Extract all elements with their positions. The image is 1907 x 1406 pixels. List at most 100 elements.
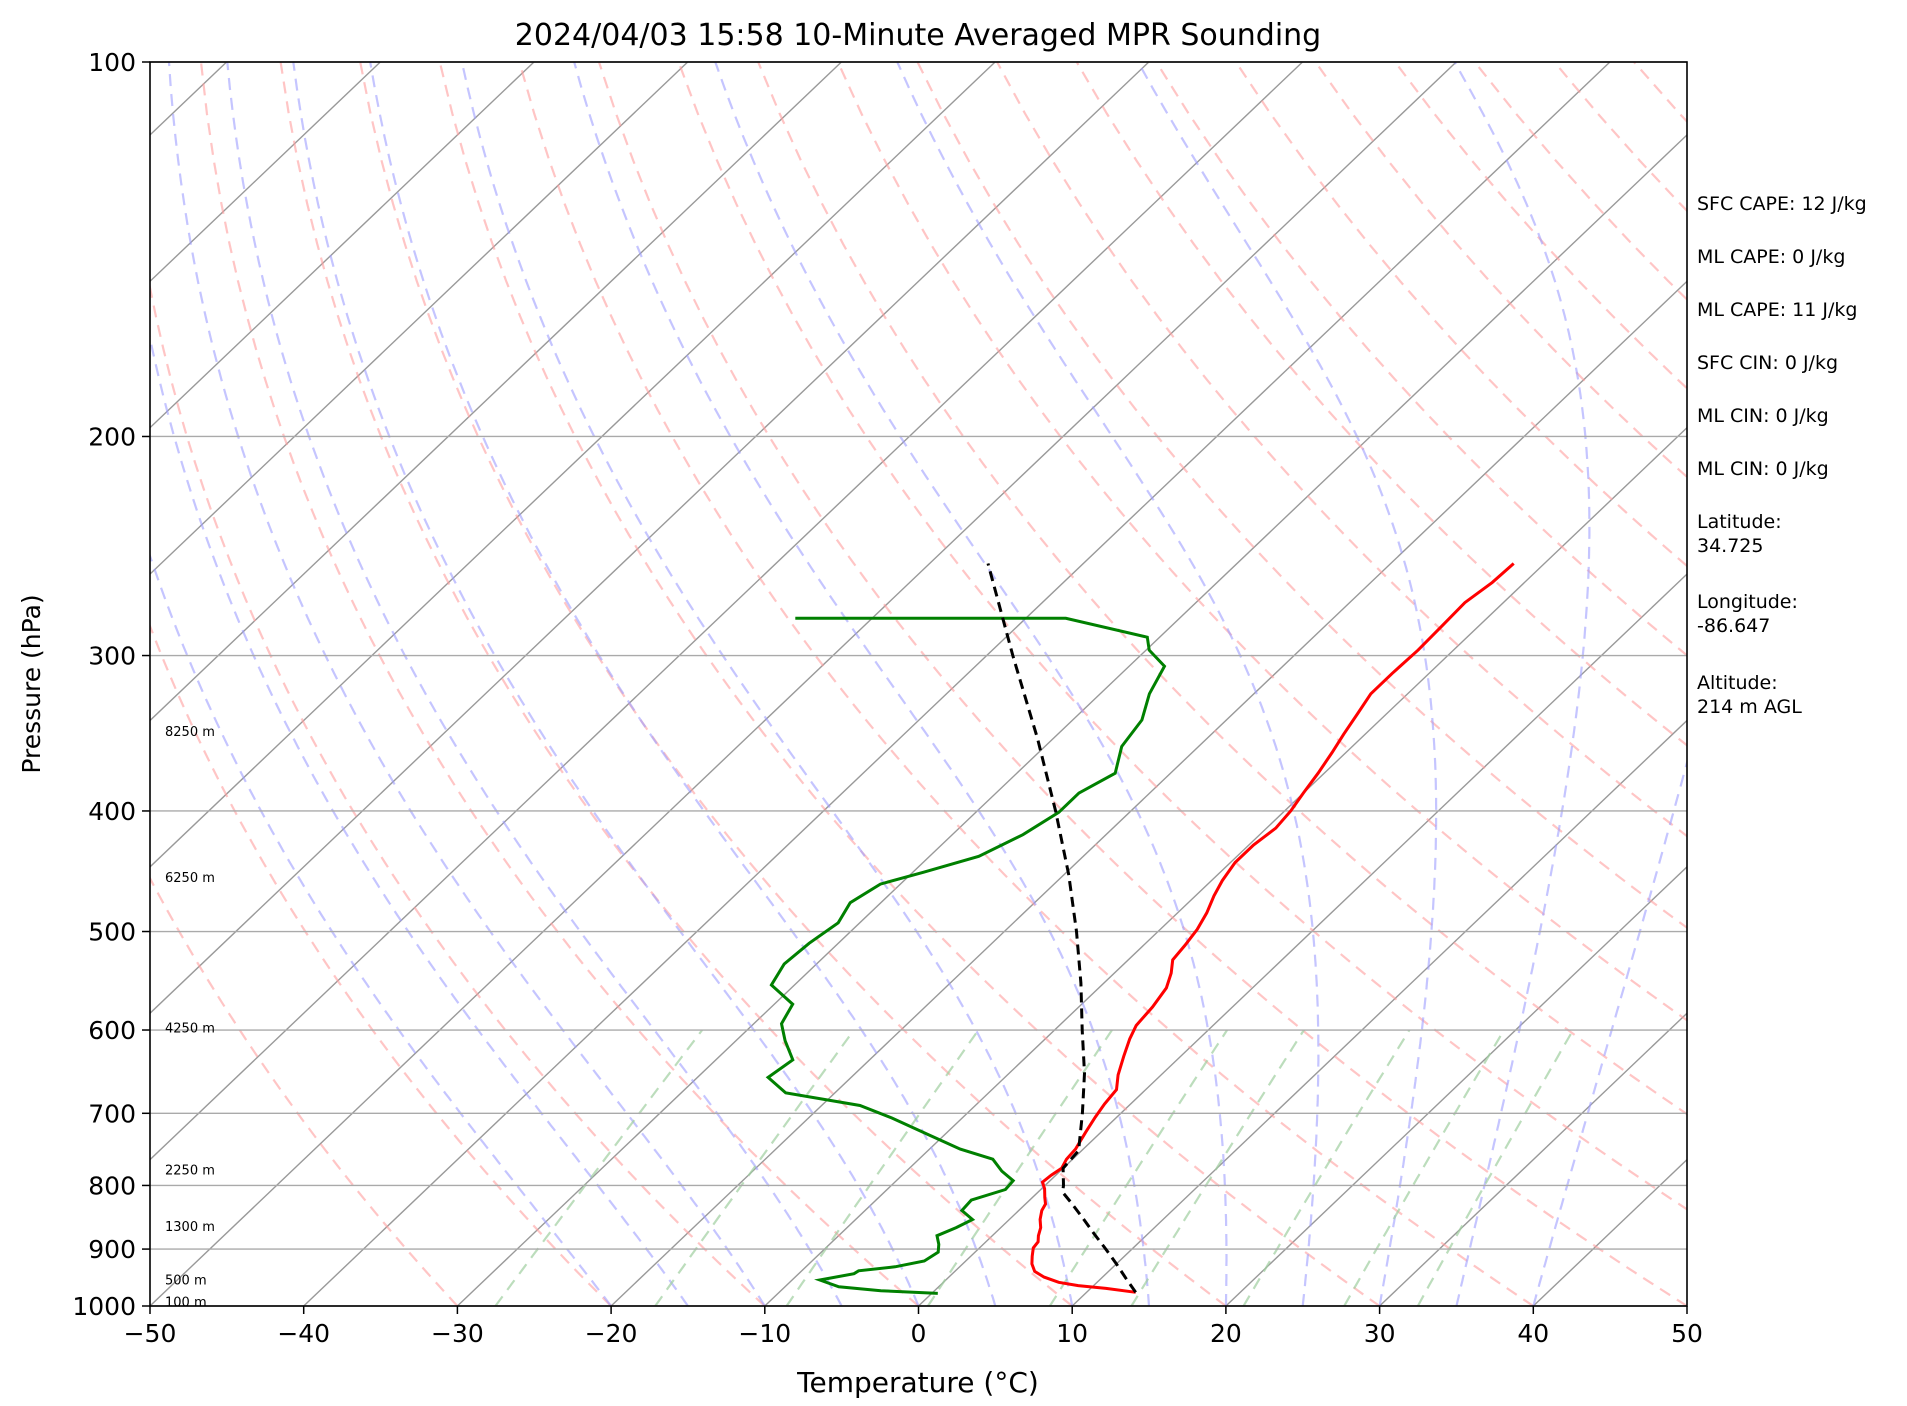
mixing-ratio-line: [1416, 1029, 1575, 1306]
dry-adiabat-line: [150, 623, 612, 1306]
dry-adiabat-line: [279, 62, 1073, 1306]
dry-adiabat-line: [757, 62, 1687, 1116]
mixing-ratio-line: [1048, 1029, 1229, 1306]
moist-adiabat-line: [573, 62, 1151, 1306]
dewpoint-line: [765, 616, 1167, 1295]
moist-adiabat-line: [292, 62, 920, 1306]
isotherm-line: [150, 62, 535, 429]
isotherm-line: [1225, 865, 1687, 1306]
isotherm-line: [150, 62, 996, 868]
mixing-ratio-line: [1343, 1029, 1505, 1306]
side-info-line: Altitude:: [1697, 672, 1778, 694]
dry-adiabat-line: [677, 62, 1687, 1211]
y-tick-label: 800: [88, 1171, 136, 1200]
isotherm-line: [150, 62, 842, 722]
dry-adiabat-line: [438, 62, 1381, 1306]
side-info-line: 214 m AGL: [1697, 696, 1802, 718]
y-tick-label: 100: [88, 48, 136, 77]
side-info-line: ML CAPE: 11 J/kg: [1697, 299, 1857, 321]
x-tick-label: −10: [738, 1319, 791, 1348]
y-tick-label: 600: [88, 1016, 136, 1045]
moist-adiabat-line: [226, 62, 843, 1306]
isotherm-line: [150, 62, 1303, 1161]
height-label: 6250 m: [165, 871, 215, 886]
pressure-gridlines: [150, 61, 1687, 1307]
x-tick-label: −40: [277, 1319, 330, 1348]
temperature-line: [1030, 562, 1515, 1294]
y-tick-label: 1000: [72, 1292, 136, 1321]
height-label: 1300 m: [165, 1220, 215, 1235]
moist-adiabat-line: [896, 62, 1320, 1306]
height-label: 4250 m: [165, 1021, 215, 1036]
isotherm-line: [150, 62, 1150, 1015]
dry-adiabat-line: [150, 282, 766, 1306]
x-tick-label: 20: [1210, 1319, 1242, 1348]
mixing-ratio-line: [785, 1029, 980, 1306]
moist-adiabat-line: [150, 333, 689, 1306]
x-tick-label: −20: [585, 1319, 638, 1348]
isotherm-line: [150, 62, 1457, 1306]
height-label: 8250 m: [165, 725, 215, 740]
sounding-series: [765, 562, 1515, 1295]
x-tick-label: 30: [1364, 1319, 1396, 1348]
x-tick-label: 0: [911, 1319, 927, 1348]
x-tick-label: 40: [1517, 1319, 1549, 1348]
sounding-info-panel: SFC CAPE: 12 J/kg ML CAPE: 0 J/kg ML CAPE:…: [1697, 193, 1867, 718]
mixing-ratio-line: [1130, 1029, 1305, 1306]
y-axis: 1000 900 800 700 600 500 400 300 200 100: [72, 48, 150, 1321]
height-label: 100 m: [165, 1296, 207, 1311]
side-info-line: SFC CAPE: 12 J/kg: [1697, 193, 1867, 215]
dry-adiabat-line: [996, 62, 1687, 838]
x-tick-label: 50: [1671, 1319, 1703, 1348]
moist-adiabat-line: [714, 62, 1228, 1306]
moist-adiabat-line: [460, 62, 1074, 1306]
chart-title: 2024/04/03 15:58 10-Minute Averaged MPR …: [515, 18, 1321, 53]
side-info-line: ML CIN: 0 J/kg: [1697, 458, 1829, 480]
side-info-line: Latitude:: [1697, 511, 1782, 533]
dry-adiabat-line: [836, 62, 1687, 1022]
isotherm-line: [456, 133, 1687, 1306]
y-tick-label: 200: [88, 422, 136, 451]
plot-frame: [149, 61, 1688, 1307]
isotherm-line: [150, 62, 381, 283]
side-info-line: ML CAPE: 0 J/kg: [1697, 246, 1845, 268]
moist-adiabat-line: [1453, 62, 1591, 1306]
isotherm-line: [764, 426, 1687, 1306]
dry-adiabat-line: [597, 62, 1687, 1306]
moist-adiabat-line: [1532, 758, 1687, 1306]
isotherm-line: [1071, 719, 1687, 1306]
dry-adiabat-line: [1075, 62, 1687, 747]
moist-adiabat-line: [167, 62, 766, 1306]
side-info-line: ML CIN: 0 J/kg: [1697, 405, 1829, 427]
isotherm-line: [1379, 1012, 1687, 1306]
mixing-ratio-line: [494, 1029, 704, 1306]
dry-adiabat-line: [199, 62, 920, 1306]
dry-adiabat-line: [518, 62, 1534, 1306]
x-tick-label: 10: [1056, 1319, 1088, 1348]
dry-adiabat-line: [359, 62, 1227, 1306]
dry-adiabat-line: [1155, 62, 1687, 657]
height-label: 2250 m: [165, 1164, 215, 1179]
height-labels: 8250 m 6250 m 4250 m 2250 m 1300 m 500 m 100 m: [165, 725, 215, 1311]
isotherm-line: [150, 62, 689, 576]
x-axis-label: Temperature (°C): [796, 1366, 1039, 1399]
moist-adiabat-line: [369, 62, 997, 1306]
x-axis: −50 −40 −30 −20 −10 0 10 20 30 40 50: [124, 1306, 1703, 1348]
side-info-line: 34.725: [1697, 535, 1763, 557]
dry-adiabat-line: [916, 62, 1687, 930]
height-label: 500 m: [165, 1273, 207, 1288]
mixing-ratio-line: [1242, 1029, 1411, 1306]
x-tick-label: −50: [124, 1319, 177, 1348]
side-info-line: -86.647: [1697, 615, 1770, 637]
background-lines: [150, 62, 1687, 1306]
side-info-line: Longitude:: [1697, 591, 1798, 613]
isotherm-line: [918, 573, 1687, 1306]
isotherm-line: [610, 280, 1687, 1306]
side-info-line: SFC CIN: 0 J/kg: [1697, 352, 1838, 374]
dry-adiabat-line: [150, 876, 459, 1306]
y-tick-label: 700: [88, 1099, 136, 1128]
isotherm-line: [303, 62, 1611, 1306]
y-tick-label: 400: [88, 797, 136, 826]
x-tick-label: −30: [431, 1319, 484, 1348]
